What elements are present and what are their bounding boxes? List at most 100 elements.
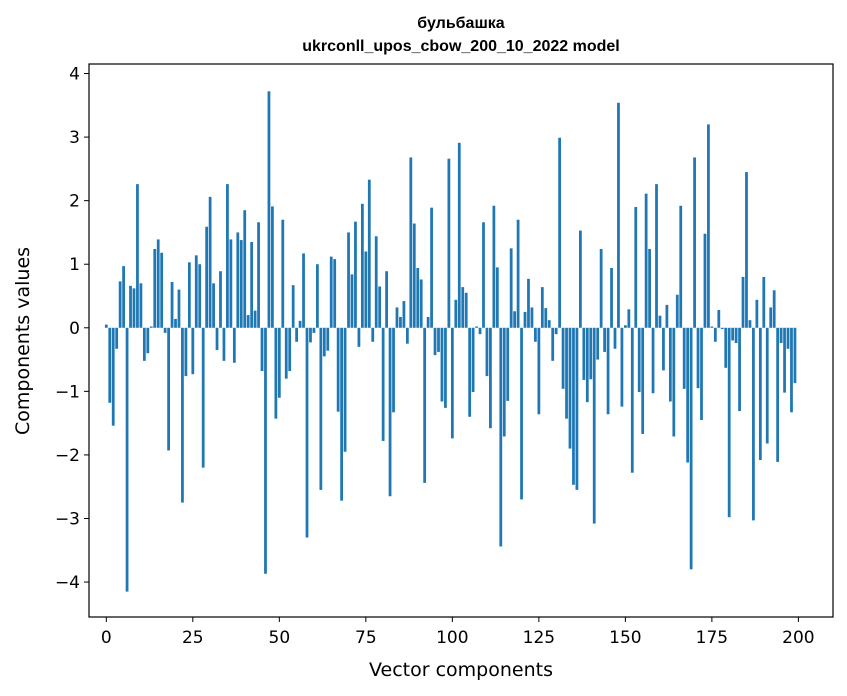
bar	[603, 327, 606, 352]
x-tick-label: 50	[269, 628, 291, 648]
y-tick-label: 0	[69, 319, 80, 339]
bar	[433, 327, 437, 356]
bar	[288, 327, 292, 372]
bar	[212, 283, 215, 328]
bar	[630, 327, 634, 473]
bar	[772, 290, 776, 328]
bar	[492, 205, 496, 328]
bar	[454, 299, 458, 328]
bar	[779, 327, 783, 344]
bar	[682, 327, 686, 389]
x-tick-label: 150	[609, 628, 641, 648]
bar	[641, 327, 645, 434]
bar	[485, 327, 489, 377]
bar	[381, 327, 385, 441]
bar	[613, 327, 617, 349]
bar	[111, 327, 115, 426]
bar	[606, 327, 610, 415]
bar	[277, 327, 281, 398]
bar	[174, 318, 177, 328]
bar	[208, 196, 212, 328]
bar	[309, 327, 312, 343]
bar	[118, 281, 122, 328]
bar	[340, 327, 343, 501]
bar	[412, 223, 416, 328]
bar	[246, 315, 250, 328]
bar	[748, 320, 752, 328]
bar	[554, 327, 558, 335]
bars-group	[104, 91, 797, 592]
bar	[662, 327, 665, 371]
bar	[582, 327, 586, 380]
x-tick-label: 125	[523, 628, 555, 648]
bar	[177, 289, 181, 328]
bar	[672, 327, 676, 437]
bar	[651, 327, 655, 394]
bar	[378, 286, 382, 328]
bar	[281, 219, 285, 328]
bar	[385, 271, 388, 328]
bar	[312, 327, 316, 333]
bar	[547, 320, 551, 328]
bar	[153, 248, 157, 328]
bar	[125, 327, 129, 592]
bar	[156, 239, 160, 328]
bar	[527, 278, 530, 328]
bar	[405, 327, 409, 344]
bar	[167, 327, 170, 451]
x-tick-label: 0	[101, 628, 112, 648]
bar	[108, 327, 112, 403]
bar	[585, 327, 589, 403]
bar	[392, 327, 395, 413]
y-tick-label: −1	[55, 382, 80, 402]
bar	[703, 233, 707, 328]
bar	[565, 327, 568, 419]
bar	[589, 327, 593, 380]
bar	[267, 91, 271, 328]
bar	[222, 327, 226, 361]
bar	[568, 327, 572, 449]
bar	[416, 268, 420, 328]
bar	[783, 327, 786, 393]
x-tick-label: 25	[182, 628, 204, 648]
bar	[506, 327, 510, 401]
bar	[329, 256, 333, 328]
bar	[765, 327, 769, 444]
bar	[693, 157, 696, 328]
bar	[194, 255, 198, 328]
bar	[489, 327, 492, 429]
bar	[367, 179, 371, 328]
bar	[720, 327, 724, 330]
bar	[790, 327, 793, 413]
bar	[762, 276, 766, 328]
bar	[333, 259, 337, 328]
bar	[617, 102, 620, 328]
bar	[534, 327, 537, 342]
bar	[239, 240, 243, 328]
bar	[758, 327, 762, 460]
y-tick-label: 4	[69, 65, 80, 85]
bar	[142, 327, 146, 361]
bar	[689, 327, 693, 570]
bar	[163, 327, 167, 333]
bar	[679, 205, 683, 328]
bar	[447, 158, 451, 328]
bar	[181, 327, 184, 503]
bar	[215, 327, 219, 351]
bar	[423, 327, 427, 483]
bar	[551, 327, 555, 361]
y-axis-ticks: −4 −3 −2 −1 0 1 2 3 4	[55, 65, 89, 593]
bar	[440, 327, 444, 402]
chart-title: бульбашка	[417, 15, 504, 32]
bar	[717, 309, 721, 328]
bar	[572, 327, 575, 485]
bar	[129, 285, 132, 328]
bar	[727, 327, 731, 518]
bar	[271, 206, 274, 328]
bar	[139, 283, 143, 328]
bar	[461, 287, 465, 328]
bar	[402, 301, 406, 328]
x-tick-label: 100	[436, 628, 468, 648]
bar	[537, 327, 541, 415]
bar	[482, 222, 485, 328]
